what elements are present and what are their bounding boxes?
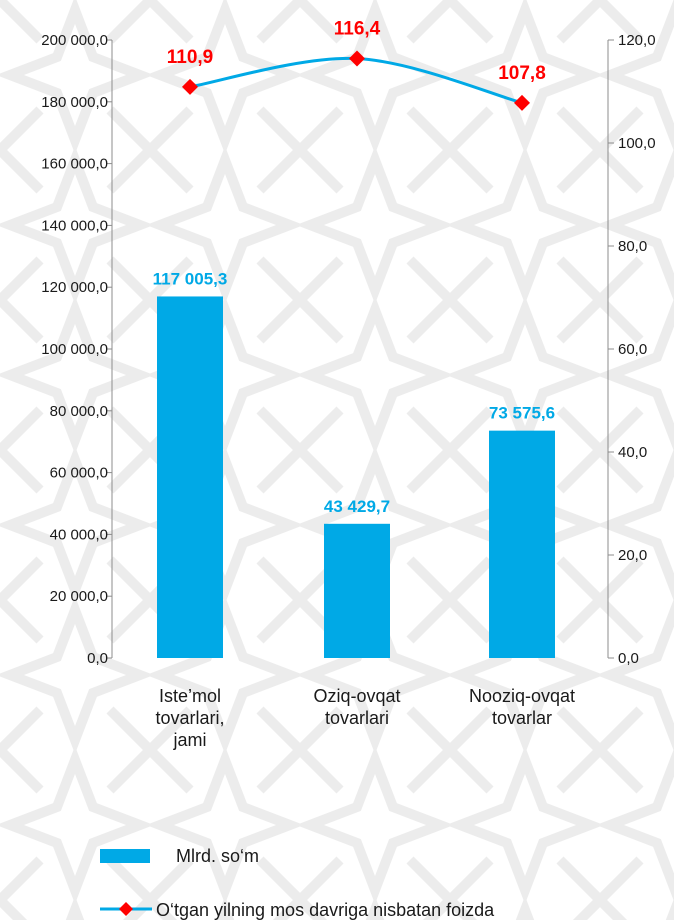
line-point [514,94,530,111]
bar [489,430,555,658]
bar [324,523,390,658]
left-tick-label: 200 000,0 [41,32,108,49]
bar-data-label: 43 429,7 [324,497,390,516]
left-axis: 0,0 20 000,0 40 000,0 60 000,0 80 000,0 100 0… [41,32,113,667]
right-tick-label: 100,0 [618,135,656,152]
right-tick-label: 0,0 [618,650,639,667]
bar-data-label: 73 575,6 [489,404,555,423]
left-tick-label: 80 000,0 [50,403,108,420]
category-label-line: Nooziq-ovqat [469,686,575,706]
line-point [349,50,365,67]
left-tick-label: 100 000,0 [41,341,108,358]
legend-line-label: O‘tgan yilning mos davriga nisbatan foiz… [156,900,495,920]
left-tick-label: 180 000,0 [41,94,108,111]
left-tick-label: 60 000,0 [50,465,108,482]
category-label: Iste’mol tovarlari, jami [155,686,224,750]
line-point [182,78,198,95]
category-label-line: tovarlari [325,708,389,728]
legend-bar-label: Mlrd. so‘m [176,846,259,866]
category-label-line: tovarlari, [155,708,224,728]
category-label: Nooziq-ovqat tovarlar [469,686,575,728]
legend-line-marker-icon [119,902,133,916]
category-label: Oziq-ovqat tovarlari [313,686,400,728]
right-tick-label: 120,0 [618,32,656,49]
left-tick-label: 0,0 [87,650,108,667]
category-label-line: jami [172,730,206,750]
category-label-line: Iste’mol [159,686,221,706]
left-tick-label: 20 000,0 [50,588,108,605]
legend-bar-swatch [100,849,150,863]
right-tick-label: 60,0 [618,341,647,358]
bar-data-label: 117 005,3 [153,269,228,288]
bar-value-labels: 117 005,3 43 429,7 73 575,6 [153,269,555,515]
line-series [182,50,530,111]
legend: Mlrd. so‘m O‘tgan yilning mos davriga ni… [100,846,495,920]
category-label-line: tovarlar [492,708,552,728]
right-axis: 0,0 20,0 40,0 60,0 80,0 100,0 120,0 [607,32,656,667]
line-data-label: 116,4 [334,19,381,40]
right-tick-label: 80,0 [618,238,647,255]
left-tick-label: 120 000,0 [41,279,108,296]
line-data-label: 107,8 [498,63,546,84]
bar [157,296,223,658]
bar-series [157,296,555,658]
left-tick-label: 40 000,0 [50,526,108,543]
right-tick-label: 20,0 [618,547,647,564]
category-label-line: Oziq-ovqat [313,686,400,706]
left-tick-label: 160 000,0 [41,156,108,173]
line-data-label: 110,9 [167,47,214,68]
left-tick-label: 140 000,0 [41,217,108,234]
right-tick-label: 40,0 [618,444,647,461]
line-value-labels: 110,9 116,4 107,8 [167,19,546,84]
